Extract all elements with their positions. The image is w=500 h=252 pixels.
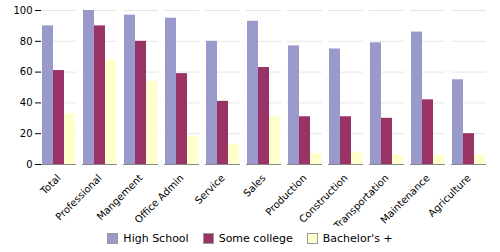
- svg-text:Service: Service: [193, 172, 227, 206]
- svg-text:Total: Total: [38, 172, 63, 197]
- svg-text:60: 60: [20, 66, 33, 77]
- svg-text:20: 20: [20, 128, 33, 139]
- svg-text:0: 0: [26, 159, 32, 170]
- svg-text:80: 80: [20, 36, 33, 47]
- svg-text:Office Admin: Office Admin: [132, 172, 185, 225]
- svg-text:Professional: Professional: [53, 172, 104, 223]
- svg-text:Agriculture: Agriculture: [426, 172, 473, 219]
- html-text:Bachelor's +: Bachelor's +: [322, 231, 393, 245]
- html-text:Some college: Some college: [218, 231, 293, 245]
- svg-text:Maintenance: Maintenance: [378, 172, 431, 225]
- svg-text:100: 100: [13, 5, 32, 16]
- svg-text:Mangement: Mangement: [94, 172, 145, 223]
- html-text:High School: High School: [123, 231, 189, 245]
- svg-text:Construction: Construction: [296, 172, 350, 225]
- svg-text:Sales: Sales: [241, 172, 268, 199]
- svg-text:40: 40: [20, 97, 33, 108]
- svg-text:Production: Production: [263, 172, 308, 217]
